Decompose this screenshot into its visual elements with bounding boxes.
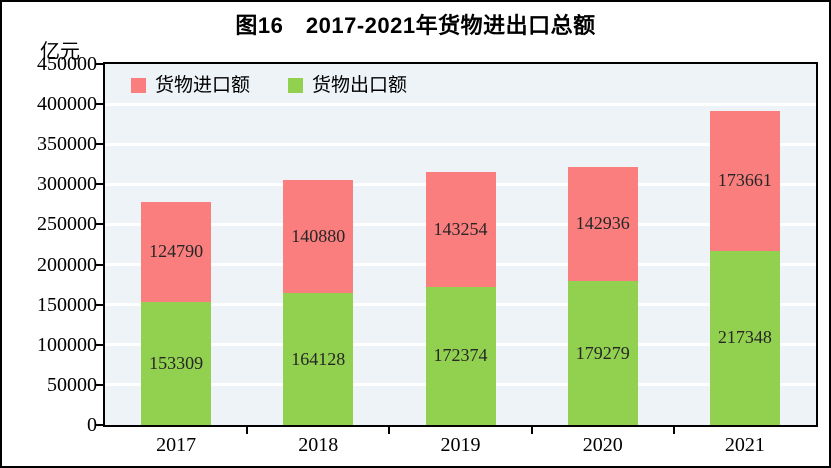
bar-segment-import-2017: 124790 [141, 201, 212, 302]
y-tick-label: 200000 [37, 253, 97, 276]
x-axis-label-2020: 2020 [582, 434, 623, 456]
x-tick-mark [246, 427, 249, 434]
y-tick-mark [95, 343, 103, 346]
y-tick-mark [95, 63, 103, 65]
legend-item-export: 货物出口额 [288, 76, 407, 95]
export-color-swatch [288, 78, 304, 93]
y-tick-mark [95, 143, 103, 146]
legend: 货物进口额 货物出口额 [131, 76, 407, 95]
gridline [105, 142, 816, 146]
y-tick-mark [95, 263, 103, 266]
y-tick-label: 250000 [37, 213, 97, 236]
import-color-swatch [131, 78, 146, 93]
plot-area: 货物进口额 货物出口额 153309 124790 164128 140880 1723… [103, 62, 818, 427]
bar-segment-import-2019: 143254 [425, 171, 496, 287]
gridline [105, 102, 816, 106]
x-tick-mark [530, 427, 533, 434]
bar-segment-export-2021: 217348 [709, 250, 780, 425]
bar-segment-export-2020: 179279 [567, 281, 638, 425]
y-tick-mark [95, 303, 103, 306]
x-axis-label-2018: 2018 [298, 434, 339, 456]
y-tick-label: 350000 [37, 133, 97, 156]
y-tick-mark [95, 223, 103, 226]
bar-segment-export-2018: 164128 [283, 293, 354, 425]
bar-segment-import-2020: 142936 [567, 166, 638, 282]
legend-item-import: 货物进口额 [131, 76, 250, 95]
y-tick-label: 300000 [37, 173, 97, 196]
bar-segment-export-2019: 172374 [425, 286, 496, 425]
y-tick-label: 150000 [37, 293, 97, 316]
y-tick-mark [95, 183, 103, 186]
chart-title: 图16 2017-2021年货物进出口总额 [235, 13, 596, 38]
y-tick-label: 50000 [47, 373, 97, 396]
x-tick-mark [388, 427, 391, 434]
x-tick-mark [672, 427, 675, 434]
legend-label-export: 货物出口额 [312, 75, 408, 96]
legend-label-import: 货物进口额 [155, 75, 251, 96]
y-tick-label: 400000 [37, 93, 97, 116]
bar-segment-export-2017: 153309 [141, 302, 212, 425]
y-tick-mark [95, 103, 103, 106]
bar-segment-import-2021: 173661 [709, 111, 780, 251]
bar-segment-import-2018: 140880 [283, 180, 354, 294]
y-tick-mark [95, 424, 103, 426]
y-tick-label: 100000 [37, 333, 97, 356]
x-axis-label-2021: 2021 [724, 434, 765, 456]
x-axis-label-2019: 2019 [440, 434, 481, 456]
y-tick-mark [95, 383, 103, 386]
y-tick-label: 0 [87, 414, 97, 436]
y-axis-unit-label: 亿元 [40, 41, 80, 63]
y-tick-label: 450000 [37, 53, 97, 75]
x-axis-label-2017: 2017 [156, 434, 197, 456]
